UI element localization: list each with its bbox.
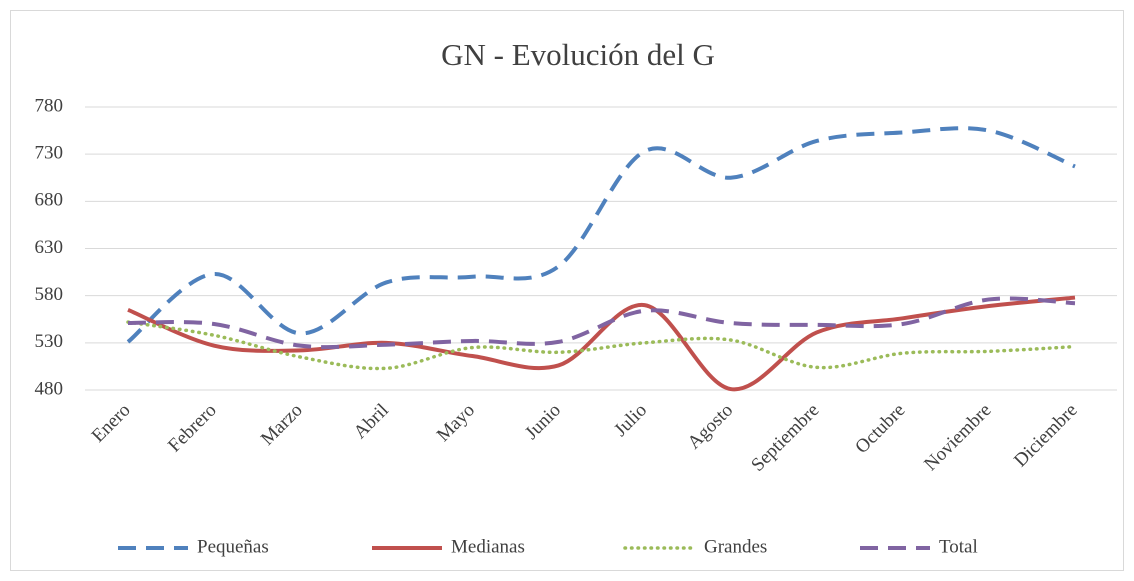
line (127, 296, 1076, 350)
line (126, 320, 1077, 371)
line (126, 126, 1076, 344)
y-tick-label: 680 (35, 190, 64, 211)
y-tick-label: 780 (35, 95, 64, 116)
y-tick-label: 480 (35, 378, 64, 399)
legend-label: Medianas (451, 536, 525, 557)
y-tick-label: 630 (35, 237, 64, 258)
y-tick-label: 530 (35, 331, 64, 352)
y-tick-label: 580 (35, 284, 64, 305)
legend-label: Grandes (704, 536, 767, 557)
legend-label: Pequeñas (197, 536, 269, 557)
y-tick-label: 730 (35, 143, 64, 164)
chart-border (10, 10, 1124, 571)
legend-label: Total (939, 536, 978, 557)
chart-title: GN - Evolución del G (441, 37, 715, 72)
